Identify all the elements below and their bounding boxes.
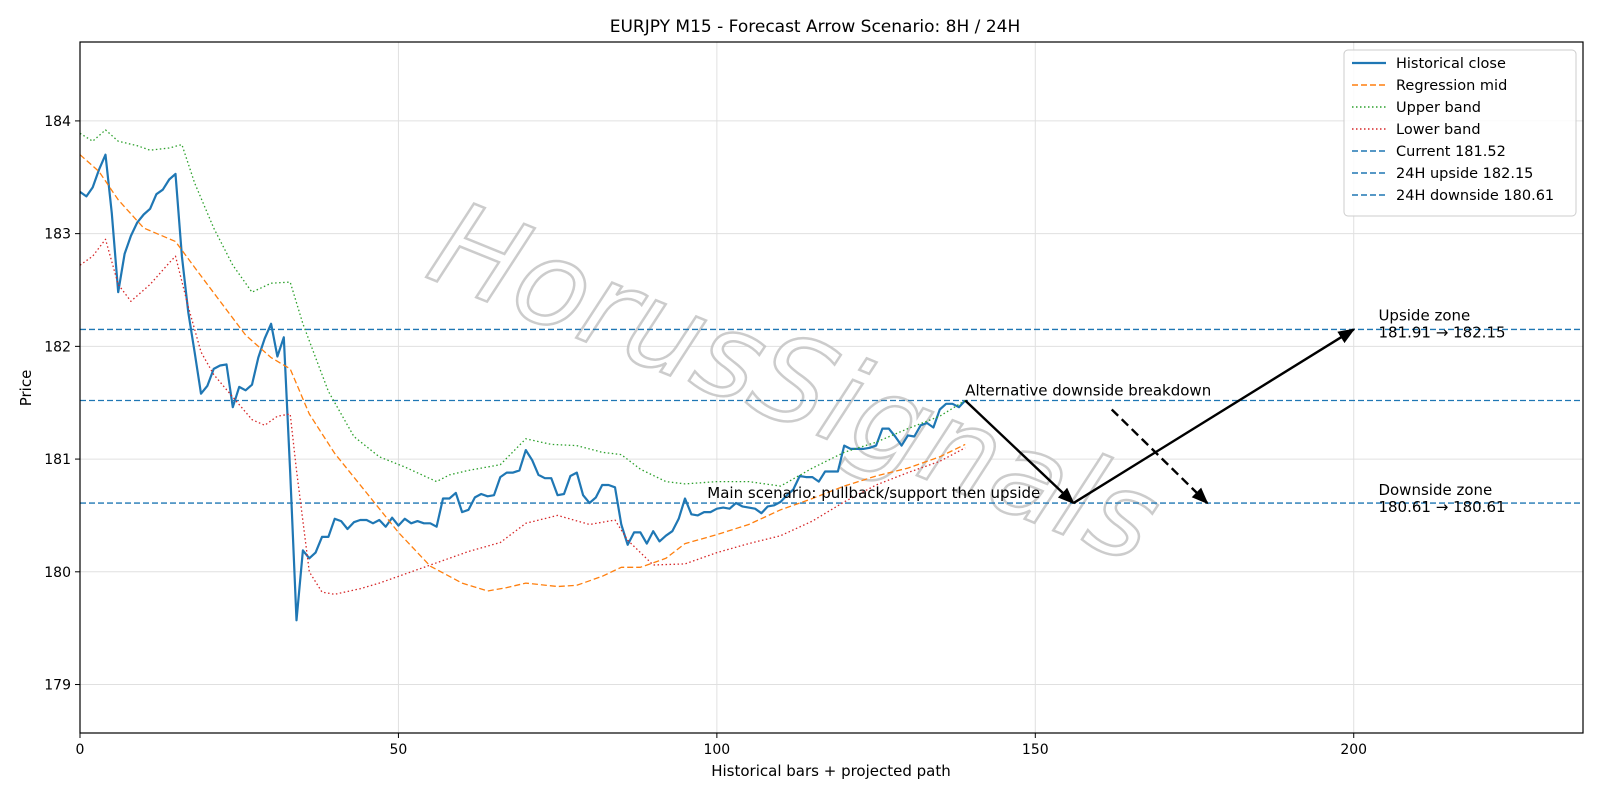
x-axis-label: Historical bars + projected path	[711, 762, 951, 780]
annotation-text-5: 180.61 → 180.61	[1378, 498, 1505, 516]
annotation-text-0: Alternative downside breakdown	[965, 381, 1211, 399]
x-tick-label: 200	[1340, 742, 1367, 758]
annotation-text-3: 181.91 → 182.15	[1378, 323, 1505, 341]
reference-lines	[80, 328, 1583, 504]
scenario-arrow-0	[964, 399, 1075, 505]
scenario-arrows	[964, 328, 1356, 505]
series-line-1	[79, 154, 966, 592]
x-axis-ticks: 0 50 100 150 200	[76, 733, 1367, 758]
y-tick-label: 179	[44, 678, 71, 694]
legend-label-2: Upper band	[1396, 100, 1481, 116]
plot-frame	[79, 41, 1584, 734]
y-tick-label: 184	[44, 114, 71, 130]
scenario-arrow-1	[1072, 328, 1356, 505]
series-line-0	[79, 153, 967, 622]
y-tick-label: 182	[44, 339, 71, 355]
annotation-text-4: Downside zone	[1378, 481, 1492, 499]
x-tick-label: 150	[1022, 742, 1049, 758]
legend-label-4: Current 181.52	[1396, 144, 1506, 160]
legend: Historical close Regression mid Upper band…	[1343, 49, 1577, 217]
y-tick-label: 181	[44, 452, 71, 468]
chart-title: EURJPY M15 - Forecast Arrow Scenario: 8H…	[610, 17, 1020, 37]
y-axis-ticks: 179 180 181 182 183 184	[44, 114, 80, 694]
legend-label-1: Regression mid	[1396, 78, 1507, 94]
annotations: Alternative downside breakdown Main scena…	[707, 306, 1505, 516]
scenario-arrow-2	[1110, 408, 1209, 505]
x-tick-label: 0	[76, 742, 85, 758]
x-tick-label: 100	[703, 742, 730, 758]
grid-lines	[79, 42, 1583, 733]
annotation-text-1: Main scenario: pullback/support then ups…	[707, 484, 1040, 502]
legend-label-0: Historical close	[1396, 56, 1506, 72]
legend-label-6: 24H downside 180.61	[1396, 188, 1554, 204]
y-axis-label: Price	[17, 370, 35, 407]
legend-label-3: Lower band	[1396, 122, 1481, 138]
legend-box	[1343, 49, 1577, 217]
y-tick-label: 180	[44, 565, 71, 581]
legend-label-5: 24H upside 182.15	[1396, 166, 1533, 182]
y-tick-label: 183	[44, 227, 71, 243]
series-lines	[79, 129, 967, 622]
annotation-text-2: Upside zone	[1378, 306, 1470, 324]
x-tick-label: 50	[390, 742, 408, 758]
